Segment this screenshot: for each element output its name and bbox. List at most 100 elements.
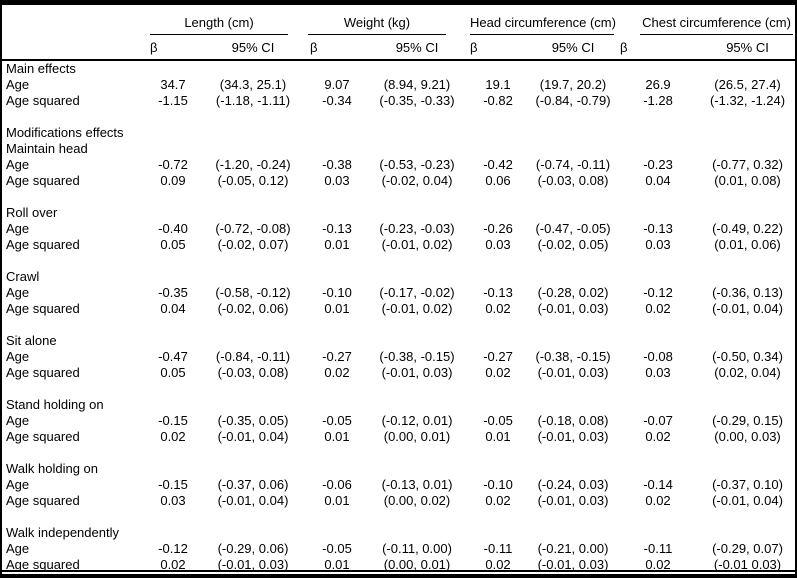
beta-value: -0.05 (322, 413, 352, 428)
beta-value: 0.04 (645, 173, 671, 188)
beta-value: -0.23 (643, 157, 673, 172)
data-row: Age squared 0.04 (-0.02, 0.06) 0.01 (-0.01, … (2, 301, 795, 317)
measure-header-row: Length (cm) Weight (kg) Head circumferen… (2, 5, 795, 35)
beta-value: 0.05 (160, 365, 186, 380)
ci-header-head-circumference: 95% CI (530, 35, 617, 61)
ci-value: (0.01, 0.06) (714, 237, 781, 252)
ci-value: (-0.01, 0.03) (537, 557, 609, 572)
beta-header-length: β (146, 35, 200, 61)
ci-value: (-0.29, 0.06) (217, 541, 289, 556)
ci-value: (-0.01, 0.03) (537, 301, 609, 316)
row-label: Age (6, 349, 30, 364)
ci-header-weight: 95% CI (368, 35, 467, 61)
ci-value: (-0.36, 0.13) (712, 285, 783, 300)
beta-value: -0.42 (483, 157, 513, 172)
ci-value: (-1.20, -0.24) (215, 157, 291, 172)
beta-value: 19.1 (485, 77, 511, 92)
beta-value: 0.01 (324, 429, 350, 444)
beta-value: -1.28 (643, 93, 673, 108)
data-row: Age squared 0.05 (-0.03, 0.08) 0.02 (-0.01, … (2, 365, 795, 381)
section-label: Crawl (6, 269, 40, 284)
row-label: Age squared (6, 93, 80, 108)
ci-value: (0.02, 0.04) (714, 365, 781, 380)
ci-value: (-0.37, 0.10) (712, 477, 783, 492)
row-label: Age (6, 477, 30, 492)
section-label: Roll over (6, 205, 58, 220)
beta-header-chest-circumference: β (616, 35, 701, 61)
beta-value: 26.9 (645, 77, 671, 92)
ci-value: (-0.02, 0.05) (537, 237, 609, 252)
beta-value: 0.06 (485, 173, 511, 188)
beta-value: -0.40 (158, 221, 188, 236)
table-body: Main effects Age 34.7 (34.3, 25.1) 9.07 (8.94… (2, 60, 795, 574)
data-row: Age -0.72 (-1.20, -0.24) -0.38 (-0.53, -0.23… (2, 157, 795, 173)
data-row: Age squared 0.05 (-0.02, 0.07) 0.01 (-0.01, … (2, 237, 795, 253)
ci-value: (-0.72, -0.08) (215, 221, 291, 236)
beta-value: 0.02 (645, 429, 671, 444)
section-row: Walk holding on (2, 445, 795, 477)
beta-value: 0.02 (160, 557, 186, 572)
measure-header-length: Length (cm) (146, 5, 306, 35)
ci-value: (26.5, 27.4) (714, 77, 781, 92)
beta-value: 0.02 (645, 493, 671, 508)
beta-header-head-circumference: β (466, 35, 531, 61)
beta-value: 0.02 (160, 429, 186, 444)
ci-value: (-0.01 0.03) (713, 557, 782, 572)
ci-value: (-0.84, -0.79) (535, 93, 611, 108)
beta-value: -0.07 (643, 413, 673, 428)
beta-value: -0.13 (483, 285, 513, 300)
beta-value: 0.02 (485, 557, 511, 572)
beta-value: -0.13 (322, 221, 352, 236)
ci-value: (-0.01, 0.04) (712, 493, 783, 508)
measure-header-head-circumference: Head circumference (cm) (466, 5, 616, 35)
beta-header-weight: β (306, 35, 368, 61)
beta-value: 0.02 (645, 301, 671, 316)
beta-value: 9.07 (324, 77, 350, 92)
beta-value: -0.08 (643, 349, 673, 364)
beta-value: 0.03 (485, 237, 511, 252)
data-row: Age -0.47 (-0.84, -0.11) -0.27 (-0.38, -0.15… (2, 349, 795, 365)
section-row: Crawl (2, 253, 795, 285)
measure-label-weight: Weight (kg) (308, 15, 447, 35)
section-label: Sit alone (6, 333, 57, 348)
beta-value: -0.35 (158, 285, 188, 300)
section-row: Main effects (2, 60, 795, 77)
ci-value: (-0.74, -0.11) (535, 157, 611, 172)
ci-value: (0.01, 0.08) (714, 173, 781, 188)
section-label: Maintain head (6, 141, 88, 156)
ci-value: (-0.29, 0.15) (712, 413, 783, 428)
ci-value: (-0.49, 0.22) (712, 221, 783, 236)
beta-value: -0.14 (643, 477, 673, 492)
row-label: Age squared (6, 557, 80, 572)
section-row: Maintain head (2, 141, 795, 157)
beta-value: -0.12 (643, 285, 673, 300)
ci-value: (-0.01, 0.03) (381, 365, 453, 380)
data-row: Age squared 0.09 (-0.05, 0.12) 0.03 (-0.02, … (2, 173, 795, 189)
row-label: Age squared (6, 173, 80, 188)
ci-value: (-0.47, -0.05) (535, 221, 611, 236)
beta-value: 0.05 (160, 237, 186, 252)
beta-value: -0.27 (322, 349, 352, 364)
ci-value: (34.3, 25.1) (219, 77, 287, 92)
header-spacer (2, 35, 146, 61)
ci-value: (-0.01, 0.03) (537, 365, 609, 380)
beta-value: -0.72 (158, 157, 188, 172)
row-label: Age (6, 285, 30, 300)
stat-header-row: β 95% CI β 95% CI β 95% CI β 95% CI (2, 35, 795, 61)
section-row: Modifications effects (2, 109, 795, 141)
measure-label-chest-circumference: Chest circumference (cm) (640, 15, 794, 35)
ci-value: (-0.37, 0.06) (217, 477, 289, 492)
section-row: Stand holding on (2, 381, 795, 413)
section-row: Sit alone (2, 317, 795, 349)
ci-value: (-0.12, 0.01) (381, 413, 453, 428)
ci-value: (8.94, 9.21) (383, 77, 451, 92)
ci-value: (-0.38, -0.15) (379, 349, 455, 364)
section-row: Walk independently (2, 509, 795, 541)
ci-value: (-0.02, 0.07) (217, 237, 289, 252)
row-label: Age squared (6, 301, 80, 316)
data-row: Age squared 0.02 (-0.01, 0.04) 0.01 (0.00, 0… (2, 429, 795, 445)
measure-header-chest-circumference: Chest circumference (cm) (616, 5, 795, 35)
section-label: Main effects (6, 61, 76, 76)
beta-value: -1.15 (158, 93, 188, 108)
ci-value: (-0.11, 0.00) (382, 541, 452, 556)
